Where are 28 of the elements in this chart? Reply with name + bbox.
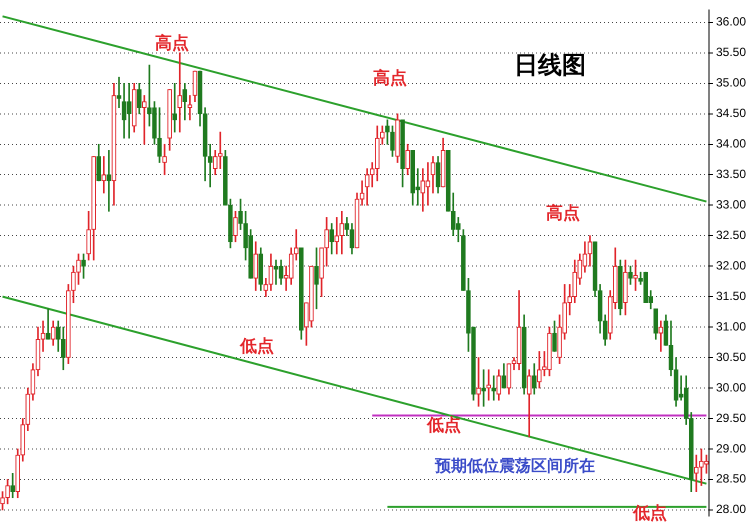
y-tick-label: 29.50 — [716, 410, 746, 425]
y-tick-label: 34.00 — [716, 136, 746, 151]
y-tick-label: 28.00 — [716, 502, 746, 516]
annotation: 高点 — [546, 203, 580, 224]
candlestick — [633, 260, 638, 291]
y-tick-label: 30.50 — [716, 350, 746, 364]
annotation: 高点 — [155, 33, 189, 54]
annotation: 预期低位震荡区间所在 — [434, 456, 595, 476]
annotation: 低点 — [632, 503, 667, 524]
annotation: 高点 — [373, 68, 407, 88]
y-tick-label: 30.00 — [716, 380, 746, 394]
y-tick-label: 29.00 — [716, 441, 746, 456]
y-tick-label: 28.50 — [716, 472, 746, 486]
candlestick — [116, 76, 122, 108]
y-tick-label: 36.00 — [716, 14, 746, 29]
annotation: 低点 — [239, 336, 274, 356]
y-tick-label: 34.50 — [716, 106, 746, 120]
y-tick-label: 31.00 — [716, 319, 746, 334]
y-tick-label: 33.00 — [716, 198, 746, 212]
y-tick-label: 32.50 — [716, 228, 746, 242]
y-tick-label: 31.50 — [716, 288, 746, 303]
annotation: 低点 — [426, 415, 461, 436]
candlestick — [476, 357, 481, 407]
y-tick-label: 35.50 — [716, 45, 746, 60]
text: 日线图 — [514, 51, 586, 80]
y-tick-label: 32.00 — [716, 258, 746, 272]
y-tick-label: 33.50 — [716, 167, 746, 182]
y-tick-label: 35.00 — [716, 76, 746, 90]
